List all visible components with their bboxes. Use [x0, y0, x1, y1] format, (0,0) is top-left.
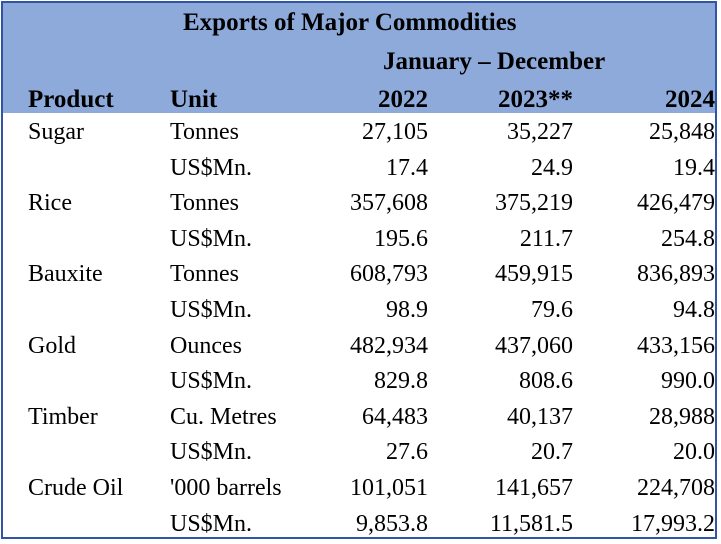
value-2024-cell: 20.0 — [673, 439, 715, 466]
value-2022-cell: 64,483 — [362, 403, 428, 430]
value-2023-cell: 141,657 — [495, 475, 573, 501]
unit-cell: US$Mn. — [170, 368, 253, 395]
value-2023-cell: 459,915 — [495, 261, 573, 288]
value-2022-cell: 357,608 — [350, 190, 428, 217]
unit-cell: US$Mn. — [170, 225, 253, 252]
value-2022-cell: 27,105 — [362, 119, 428, 145]
value-2023-cell: 375,219 — [495, 190, 573, 217]
value-2023-cell: 11,581.5 — [489, 510, 573, 537]
value-2022-cell: 829.8 — [374, 368, 428, 395]
product-cell: Timber — [28, 403, 98, 430]
product-cell: Crude Oil — [28, 475, 124, 501]
unit-cell: US$Mn. — [170, 510, 253, 537]
value-2024-cell: 28,988 — [649, 403, 715, 430]
table-title: Exports of Major Commodities — [183, 9, 517, 36]
value-2024-cell: 254.8 — [661, 225, 715, 252]
value-2023-cell: 20.7 — [531, 439, 573, 466]
product-cell: Rice — [28, 190, 72, 217]
unit-cell: US$Mn. — [170, 297, 253, 323]
value-2022-cell: 9,853.8 — [356, 510, 428, 537]
value-2023-cell: 40,137 — [507, 403, 573, 430]
unit-cell: Tonnes — [170, 190, 239, 217]
value-2023-cell: 808.6 — [519, 368, 573, 395]
product-cell: Bauxite — [28, 261, 103, 288]
value-2022-cell: 482,934 — [350, 332, 428, 359]
value-2024-cell: 836,893 — [637, 261, 715, 288]
column-header-product: Product — [28, 86, 114, 113]
table-header-band — [3, 3, 715, 113]
value-2024-cell: 17,993.2 — [631, 510, 715, 537]
value-2024-cell: 25,848 — [649, 119, 715, 145]
value-2024-cell: 19.4 — [673, 154, 715, 181]
value-2022-cell: 195.6 — [374, 225, 428, 252]
unit-cell: Tonnes — [170, 261, 239, 288]
value-2023-cell: 437,060 — [495, 332, 573, 359]
value-2024-cell: 426,479 — [637, 190, 715, 217]
unit-cell: US$Mn. — [170, 154, 253, 181]
unit-cell: '000 barrels — [170, 475, 282, 501]
value-2022-cell: 27.6 — [386, 439, 428, 466]
unit-cell: Cu. Metres — [170, 403, 277, 430]
column-header-unit: Unit — [170, 86, 218, 113]
column-header-2022: 2022 — [378, 86, 428, 113]
value-2024-cell: 224,708 — [637, 475, 715, 501]
value-2022-cell: 98.9 — [386, 297, 428, 323]
column-header-2024: 2024 — [665, 86, 715, 113]
product-cell: Gold — [28, 332, 76, 359]
product-cell: Sugar — [28, 119, 84, 145]
unit-cell: US$Mn. — [170, 439, 253, 466]
unit-cell: Ounces — [170, 332, 242, 359]
value-2024-cell: 990.0 — [661, 368, 715, 395]
value-2022-cell: 101,051 — [350, 475, 428, 501]
period-label: January – December — [383, 48, 606, 75]
value-2023-cell: 79.6 — [531, 297, 573, 323]
value-2023-cell: 35,227 — [507, 119, 573, 145]
value-2022-cell: 608,793 — [350, 261, 428, 288]
value-2023-cell: 211.7 — [519, 225, 573, 252]
column-header-2023: 2023** — [498, 86, 573, 113]
value-2023-cell: 24.9 — [531, 154, 573, 181]
value-2022-cell: 17.4 — [386, 154, 428, 181]
value-2024-cell: 94.8 — [673, 297, 715, 323]
unit-cell: Tonnes — [170, 119, 239, 145]
value-2024-cell: 433,156 — [637, 332, 715, 359]
